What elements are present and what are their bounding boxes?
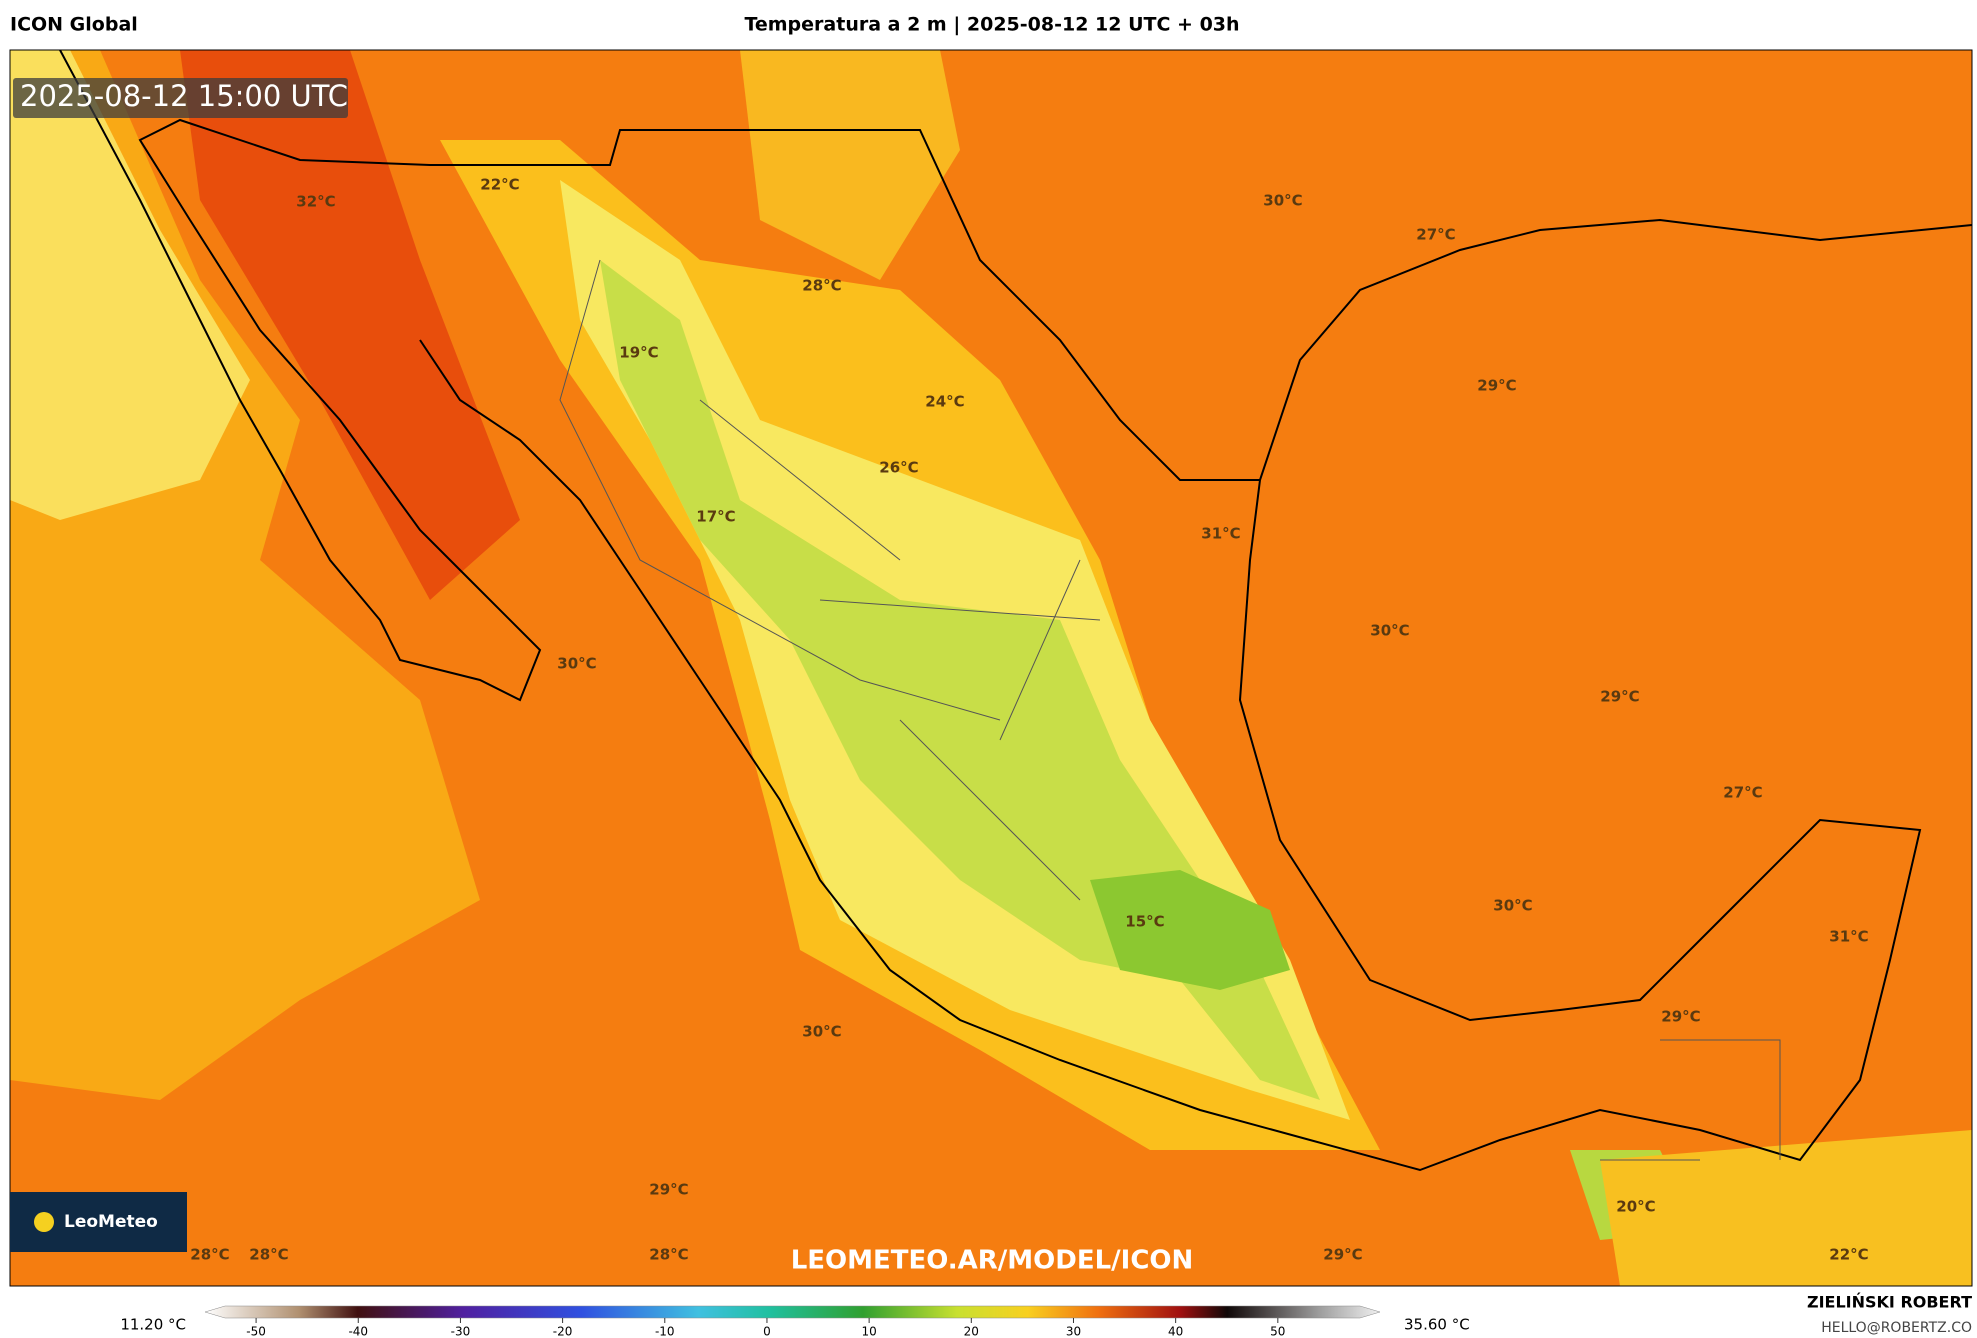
timestamp: 2025-08-12 15:00 UTC (20, 79, 348, 113)
colorbar-tick-label: -50 (246, 1325, 266, 1338)
colorbar-tick-label: 50 (1270, 1325, 1285, 1338)
colorbar-ticks: -50 -40 -30 -20 -10 0 10 20 30 40 50 (246, 1318, 1285, 1338)
temp-label: 27°C (1416, 226, 1455, 244)
temp-label: 31°C (1829, 928, 1868, 946)
temp-label: 30°C (1493, 897, 1532, 915)
border (559, 259, 1781, 1161)
colorbar-tick-label: 10 (861, 1325, 876, 1338)
author: ZIELIŃSKI ROBERT (1807, 1293, 1972, 1312)
temp-label: 32°C (296, 193, 335, 211)
temp-label: 29°C (1323, 1246, 1362, 1264)
temp-label: 30°C (1263, 192, 1302, 210)
temp-label: 19°C (619, 344, 658, 362)
temp-label: 27°C (1723, 784, 1762, 802)
temp-label: 28°C (190, 1246, 229, 1264)
label-layer: 32°C 22°C 30°C 27°C 28°C 19°C 24°C 29°C 26°C 17°C… (190, 176, 1868, 1264)
colorbar-tick-label: 30 (1066, 1325, 1081, 1338)
temp-label: 20°C (1616, 1198, 1655, 1216)
temp-zone (740, 50, 960, 280)
colorbar-max: 35.60 °C (1404, 1316, 1470, 1334)
map-title: Temperatura a 2 m | 2025-08-12 12 UTC + … (744, 14, 1239, 36)
temp-label: 17°C (696, 508, 735, 526)
colorbar-tick-label: -20 (553, 1325, 573, 1338)
colorbar (204, 1305, 1381, 1319)
temp-zone (1600, 1130, 1972, 1286)
temp-label: 30°C (1370, 622, 1409, 640)
colorbar-min: 11.20 °C (120, 1316, 186, 1334)
temp-label: 29°C (649, 1181, 688, 1199)
model-name: ICON Global (10, 14, 138, 36)
timestamp-box (13, 78, 348, 118)
logo-sun (34, 1212, 54, 1232)
colorbar-tick-label: -10 (655, 1325, 675, 1338)
temp-label: 15°C (1125, 913, 1164, 931)
colorbar-tick-label: -40 (348, 1325, 368, 1338)
temp-label: 28°C (802, 277, 841, 295)
temp-label: 22°C (1829, 1246, 1868, 1264)
temp-label: 29°C (1477, 377, 1516, 395)
colorbar-tick-label: 20 (964, 1325, 979, 1338)
temp-zone (1090, 870, 1290, 990)
colorbar-tick-label: 0 (763, 1325, 771, 1338)
colorbar-tick-label: 40 (1168, 1325, 1183, 1338)
logo-text: LeoMeteo (64, 1212, 158, 1232)
map (10, 50, 1972, 1286)
temp-zone (180, 50, 520, 600)
temp-label: 30°C (802, 1023, 841, 1041)
temp-label: 28°C (649, 1246, 688, 1264)
coastline (59, 50, 1972, 1172)
colorbar-tick-label: -30 (451, 1325, 471, 1338)
temp-label: 29°C (1600, 688, 1639, 706)
watermark: LEOMETEO.AR/MODEL/ICON (791, 1246, 1194, 1276)
map-frame (9, 49, 1973, 1287)
temp-label: 22°C (480, 176, 519, 194)
temp-label: 29°C (1661, 1008, 1700, 1026)
temp-label: 26°C (879, 459, 918, 477)
temp-label: 24°C (925, 393, 964, 411)
contact: HELLO@ROBERTZ.CO (1821, 1320, 1972, 1336)
temp-label: 30°C (557, 655, 596, 673)
temp-zone (10, 50, 250, 520)
temp-label: 28°C (249, 1246, 288, 1264)
temp-label: 31°C (1201, 525, 1240, 543)
